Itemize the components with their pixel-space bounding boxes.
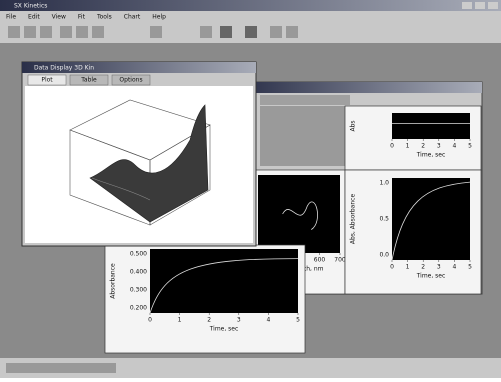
- menu-item[interactable]: View: [52, 14, 66, 21]
- y-tick-label: 0.5: [379, 216, 389, 223]
- close-button[interactable]: [488, 2, 498, 9]
- x-tick-label: 5: [468, 143, 472, 150]
- plot-curve: [391, 181, 471, 261]
- surface-title: Data Display 3D Kin: [34, 65, 94, 72]
- x-tick-label: 4: [452, 264, 456, 271]
- surface-plot-area: [25, 86, 253, 243]
- x-tick-label: 3: [237, 317, 241, 324]
- x-tick-label: 2: [207, 317, 211, 324]
- x-tick-label: 0: [390, 264, 394, 271]
- menu-item[interactable]: Tools: [96, 14, 112, 21]
- x-tick-label: 2: [421, 264, 425, 271]
- y-tick-label: 1.0: [379, 180, 389, 187]
- app-title-bar: [0, 0, 501, 11]
- panel: [260, 106, 345, 166]
- surface-plot: [69, 99, 211, 226]
- plot-curve: [282, 201, 318, 230]
- y-tick-label: 0.200: [130, 305, 147, 312]
- y-axis-label: Abs, Absorbance: [350, 194, 357, 245]
- y-tick-label: 0.300: [130, 287, 147, 294]
- x-tick-label: 1: [406, 264, 410, 271]
- tab-label[interactable]: Plot: [41, 77, 53, 84]
- menu-item[interactable]: Edit: [28, 14, 40, 21]
- tab-label[interactable]: Table: [80, 77, 97, 84]
- x-tick-label: 2: [421, 143, 425, 150]
- y-tick-label: 0.500: [130, 251, 147, 258]
- plot-area: [150, 249, 298, 313]
- tab-label[interactable]: Options: [119, 77, 142, 84]
- toolbar: [0, 22, 501, 42]
- y-axis-label: Absorbance: [110, 263, 117, 299]
- menu-item[interactable]: Fit: [78, 14, 86, 21]
- menu-item[interactable]: Chart: [124, 14, 141, 21]
- task-button[interactable]: [6, 363, 116, 373]
- y-tick-label: 0.400: [130, 269, 147, 276]
- x-tick-label: 5: [468, 264, 472, 271]
- tab[interactable]: [27, 74, 67, 86]
- x-tick-label: 3: [437, 143, 441, 150]
- minimize-button[interactable]: [462, 2, 472, 9]
- menu-bar: File Edit View Fit Tools Chart Help: [6, 14, 166, 21]
- menu-item[interactable]: File: [6, 14, 16, 21]
- x-tick-label: 3: [437, 264, 441, 271]
- x-axis-label: Time, sec: [416, 273, 446, 280]
- x-tick-label: 5: [296, 317, 300, 324]
- menu-item[interactable]: Help: [152, 14, 166, 21]
- plot-curve: [149, 258, 299, 314]
- y-axis-label: Abs: [350, 120, 357, 131]
- plot-area: [258, 175, 340, 253]
- x-tick-label: 0: [148, 317, 152, 324]
- tabs: Plot Table Options: [27, 74, 151, 86]
- plot-area: [392, 178, 470, 260]
- x-tick-label: 1: [178, 317, 182, 324]
- plot-area: [392, 113, 470, 139]
- x-tick-label: 4: [452, 143, 456, 150]
- status-bar: [0, 360, 501, 378]
- x-axis-label: Time, sec: [416, 152, 446, 159]
- tab-strip[interactable]: [260, 95, 350, 105]
- x-tick-label: 600: [314, 257, 326, 264]
- maximize-button[interactable]: [475, 2, 485, 9]
- x-tick-label: 0: [390, 143, 394, 150]
- x-tick-label: 1: [406, 143, 410, 150]
- x-axis-label: Time, sec: [209, 326, 239, 333]
- data-window-title-bar: [240, 82, 482, 93]
- x-tick-label: 4: [266, 317, 270, 324]
- y-tick-label: 0.0: [379, 252, 389, 259]
- tab[interactable]: [69, 74, 109, 86]
- tab[interactable]: [111, 74, 151, 86]
- app-title: SX Kinetics: [14, 3, 47, 10]
- x-tick-label: 700: [334, 257, 346, 264]
- surface-title-bar: [22, 62, 256, 73]
